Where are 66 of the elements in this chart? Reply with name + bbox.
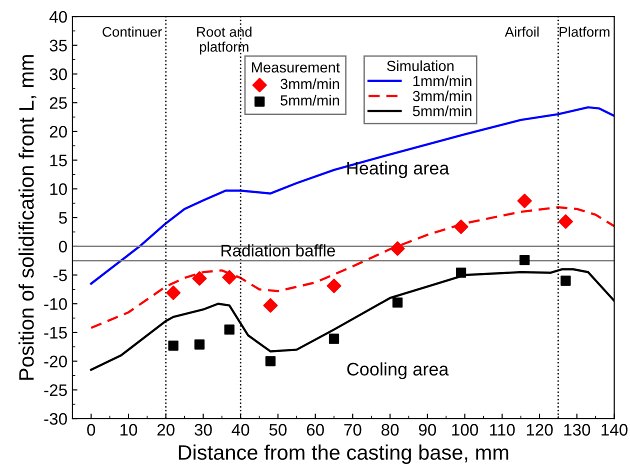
y-tick-label: -30	[44, 413, 67, 425]
x-tick-label: 60	[306, 424, 324, 436]
point	[456, 268, 466, 278]
x-tick-label: 130	[564, 424, 590, 436]
x-tick-label: 0	[87, 424, 96, 436]
point	[390, 241, 405, 256]
annotation: Cooling area	[347, 362, 449, 380]
y-tick-label: -20	[44, 356, 67, 368]
point	[166, 286, 181, 300]
point	[326, 278, 342, 294]
x-tick-label: 40	[232, 424, 250, 436]
x-tick-label: 50	[269, 424, 287, 436]
annotation: Continuer	[102, 26, 162, 37]
x-tick-label: 20	[157, 424, 174, 436]
x-tick-label: 70	[344, 424, 362, 436]
y-tick-label: 5	[58, 212, 67, 224]
y-tick-label: 25	[50, 97, 67, 109]
annotation: Root and platform	[197, 26, 252, 55]
y-tick-label: 0	[58, 240, 67, 252]
x-tick-label: 110	[490, 424, 515, 436]
x-axis-title: Distance from the casting base, mm	[178, 444, 508, 464]
x-tick-label: 90	[418, 424, 436, 436]
x-tick-label: 80	[382, 424, 399, 436]
y-tick-label: 10	[50, 183, 67, 196]
annotation: Measurement	[252, 62, 340, 73]
legend-label: 3mm/min	[280, 78, 340, 90]
y-tick-label: -5	[54, 270, 67, 282]
point	[194, 339, 205, 350]
legend-label: 3mm/min	[412, 90, 472, 102]
point	[560, 276, 571, 286]
y-tick-label: -15	[44, 327, 67, 339]
x-tick-label: 10	[120, 424, 138, 436]
point	[168, 340, 178, 351]
point	[392, 298, 403, 308]
y-tick-label: 30	[50, 68, 67, 80]
annotation: Platform	[560, 26, 610, 37]
legend-label: 5mm/min	[280, 94, 340, 106]
legend-label: 5mm/min	[412, 106, 472, 116]
point	[224, 324, 234, 335]
y-tick-label: -25	[44, 384, 67, 396]
y-tick-label: -10	[44, 298, 67, 310]
y-axis-title: Position of solidification front L, mm	[18, 55, 36, 380]
x-tick-label: 30	[194, 424, 212, 436]
point	[222, 270, 237, 285]
legend-label: 1mm/min	[413, 75, 472, 86]
x-tick-label: 120	[526, 424, 553, 436]
y-tick-label: 40	[49, 10, 67, 23]
point	[519, 254, 530, 266]
point	[454, 219, 468, 234]
line-series	[90, 106, 614, 285]
x-tick-label: 140	[602, 424, 628, 436]
point	[192, 271, 207, 286]
annotation: Airfoil	[504, 26, 539, 37]
y-tick-label: 20	[50, 126, 67, 138]
point	[263, 298, 278, 313]
y-tick-label: 15	[50, 154, 67, 166]
point	[558, 214, 573, 229]
annotation: Simulation	[387, 60, 454, 72]
annotation: Heating area	[347, 161, 450, 178]
y-tick-label: 35	[50, 40, 67, 52]
ref-line-label: Radiation baffle	[222, 244, 335, 256]
line-series	[90, 206, 614, 329]
point	[265, 356, 276, 366]
point	[328, 334, 340, 344]
x-tick-label: 100	[452, 424, 478, 436]
point	[517, 194, 532, 208]
